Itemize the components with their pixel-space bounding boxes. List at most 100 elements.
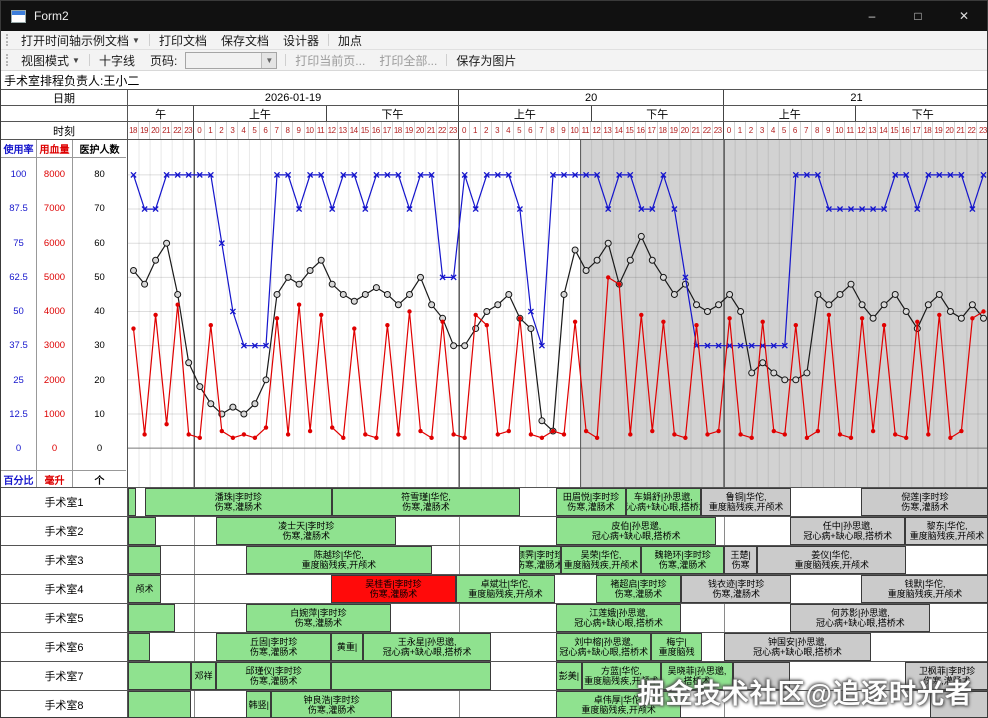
room-label[interactable]: 手术室2 [1, 517, 128, 545]
hour-cell: 2 [746, 122, 757, 139]
room-label[interactable]: 手术室6 [1, 633, 128, 661]
room-label[interactable]: 手术室8 [1, 691, 128, 717]
hour-cell: 1 [735, 122, 746, 139]
hour-cell: 2 [481, 122, 493, 139]
surgery-block[interactable]: 陈越珍|华佗, 重度脑残疾,开颅术 [246, 546, 432, 574]
surgery-block[interactable]: 卫枫菲|李时珍 伤寒,灌肠术 [905, 662, 987, 690]
surgery-block[interactable]: 白婉萍|李时珍 伤寒,灌肠术 [246, 604, 391, 632]
time-row-label: 时刻 [1, 122, 128, 139]
save-as-image-button[interactable]: 保存为图片 [456, 53, 517, 68]
surgery-block[interactable] [128, 633, 151, 661]
print-all-button[interactable]: 打印全部... [379, 53, 438, 68]
surgery-block[interactable]: 姜仪|华佗, 重度脑残疾,开颅术 [757, 546, 907, 574]
manager-bar: 手术室排程负责人:王小二 [1, 71, 987, 89]
toolbar-separator [446, 54, 448, 66]
surgery-block[interactable]: 吴晓菲|孙思邈, 搭桥术 [661, 662, 733, 690]
surgery-block[interactable] [128, 604, 176, 632]
surgery-block-line1: 颜霁|李时珍 [520, 550, 560, 560]
surgery-block[interactable]: 凌士天|李时珍 伤寒,灌肠术 [216, 517, 397, 545]
usage-axis-title: 使用率 [1, 140, 36, 158]
combobox-arrow-icon[interactable]: ▼ [261, 52, 277, 68]
menu-designer[interactable]: 设计器 [282, 33, 319, 48]
crosshair-button[interactable]: 十字线 [98, 53, 135, 68]
surgery-block[interactable] [128, 488, 136, 516]
surgery-block-line1: 吴晓菲|孙思邈, [667, 666, 727, 676]
hour-row: 时刻 18 19 20 21 22 23 0 1 2 3 4 5 6 7 8 9 10 11 12 13 14 15 16 1… [1, 122, 987, 140]
period-cell: 下午 [327, 106, 460, 121]
room-track: 潘珠|李时珍 伤寒,灌肠术 符雪瑾|华佗, 伤寒,灌肠术 田眉悦|李时珍 伤寒,灌肠术 车娟… [128, 488, 987, 516]
surgery-block[interactable]: 刘中榕|孙思邈, 冠心病+缺心眼,搭桥术 [556, 633, 652, 661]
day-boundary-line [194, 691, 196, 717]
room-label[interactable]: 手术室4 [1, 575, 128, 603]
surgery-block[interactable]: 倪莲|李时珍 伤寒,灌肠术 [860, 488, 987, 516]
surgery-block[interactable]: 鲁铜|华佗, 重度脑残疾,开颅术 [700, 488, 792, 516]
surgery-block[interactable] [128, 662, 191, 690]
surgery-block-line2: 伤寒,灌肠术 [901, 502, 949, 512]
minimize-button[interactable]: – [868, 9, 876, 23]
surgery-block[interactable]: 方蓝|华佗, 重度脑残疾,开颅术 [581, 662, 662, 690]
surgery-block[interactable]: 皮伯|孙思邈, 冠心病+缺心眼,搭桥术 [556, 517, 717, 545]
menu-open-timeline-doc-label: 打开时间轴示例文档 [21, 33, 130, 48]
surgery-block-line2: 冠心病+缺心眼,搭桥术 [574, 618, 664, 628]
surgery-block[interactable]: 颅术 [128, 575, 162, 603]
surgery-block[interactable] [930, 691, 987, 717]
surgery-block[interactable]: 王永星|孙思邈, 冠心病+缺心眼,搭桥术 [363, 633, 492, 661]
surgery-block[interactable]: 钟国安|孙思邈, 冠心病+缺心眼,搭桥术 [724, 633, 871, 661]
surgery-block[interactable]: 江莲娥|孙思邈, 冠心病+缺心眼,搭桥术 [556, 604, 682, 632]
surgery-block[interactable]: 卓斌壮|华佗, 重度脑残疾,开颅术 [455, 575, 556, 603]
surgery-block[interactable] [128, 546, 162, 574]
surgery-block[interactable]: 王楚| 伤寒 [724, 546, 758, 574]
maximize-button[interactable]: □ [914, 9, 922, 23]
menu-save-doc[interactable]: 保存文档 [220, 33, 269, 48]
surgery-block[interactable] [331, 662, 492, 690]
surgery-block[interactable]: 梅宁| 重度脑残 [651, 633, 702, 661]
surgery-block[interactable]: 彭美| [556, 662, 582, 690]
surgery-block[interactable]: 韩竖| [246, 691, 272, 717]
menu-add-point[interactable]: 加点 [337, 33, 362, 48]
surgery-block[interactable]: 何苏影|孙思邈, 冠心病+缺心眼,搭桥术 [790, 604, 931, 632]
surgery-block[interactable] [128, 691, 191, 717]
print-current-page-button[interactable]: 打印当前页... [295, 53, 366, 68]
surgery-block[interactable]: 吴荣|华佗, 重度脑残疾,开颅术 [560, 546, 642, 574]
room-label[interactable]: 手术室3 [1, 546, 128, 574]
surgery-block[interactable]: 邱瑾仪|李时珍 伤寒,灌肠术 [216, 662, 332, 690]
schedule-chart[interactable] [128, 140, 987, 487]
period-row: 午上午 下午 上午 下午 上午 下午 [1, 106, 987, 122]
surgery-block[interactable]: 褚超启|李时珍 伤寒,灌肠术 [596, 575, 681, 603]
menu-open-timeline-doc[interactable]: 打开时间轴示例文档 ▼ [14, 31, 147, 49]
surgery-block[interactable] [732, 662, 791, 690]
surgery-block[interactable]: 任中|孙思邈, 冠心病+缺心眼,搭桥术 [790, 517, 906, 545]
page-combobox[interactable]: ▼ [185, 51, 278, 69]
surgery-block[interactable]: 黄重| [331, 633, 364, 661]
surgery-block[interactable]: 吴桂香|李时珍 伤寒,灌肠术 [331, 575, 456, 603]
surgery-block[interactable]: 符雪瑾|华佗, 伤寒,灌肠术 [332, 488, 520, 516]
hour-cell: 4 [768, 122, 779, 139]
usage-axis-unit: 百分比 [1, 470, 36, 487]
staff-axis-tick: 40 [94, 306, 105, 317]
surgery-block-line2: 伤寒,灌肠术 [614, 589, 663, 599]
surgery-block[interactable]: 钱衣迹|李时珍 伤寒,灌肠术 [681, 575, 792, 603]
surgery-block[interactable]: 车娟舒|孙思邈,冠心病+缺心眼,搭桥术 [625, 488, 701, 516]
room-label[interactable]: 手术室1 [1, 488, 128, 516]
surgery-block[interactable]: 黎东|华佗, 重度脑残疾,开颅术 [905, 517, 987, 545]
view-mode-button[interactable]: 视图模式 ▼ [14, 50, 87, 70]
surgery-block-line1: 姜仪|华佗, [811, 550, 853, 560]
surgery-block[interactable]: 田眉悦|李时珍 伤寒,灌肠术 [556, 488, 626, 516]
room-label[interactable]: 手术室5 [1, 604, 128, 632]
menu-print-doc[interactable]: 打印文档 [158, 33, 207, 48]
surgery-block[interactable]: 邓祥 [190, 662, 217, 690]
hour-cell: 4 [238, 122, 250, 139]
close-button[interactable]: ✕ [958, 9, 970, 23]
surgery-block[interactable]: 丘固|李时珍 伤寒,灌肠术 [216, 633, 332, 661]
surgery-block[interactable]: 卓伟厚|华佗, 重度脑残疾,开颅术 [556, 691, 682, 717]
surgery-block-line1: 方蓝|华佗, [600, 666, 642, 676]
surgery-block[interactable] [128, 517, 156, 545]
page-number-label: 页码: [149, 53, 178, 68]
surgery-block[interactable]: 钱默|华佗, 重度脑残疾,开颅术 [860, 575, 987, 603]
surgery-block[interactable]: 潘珠|李时珍 伤寒,灌肠术 [144, 488, 333, 516]
surgery-block[interactable]: 魏艳环|李时珍 伤寒,灌肠术 [641, 546, 725, 574]
surgery-block[interactable]: 钟良浩|李时珍 伤寒,灌肠术 [271, 691, 392, 717]
room-label[interactable]: 手术室7 [1, 662, 128, 690]
